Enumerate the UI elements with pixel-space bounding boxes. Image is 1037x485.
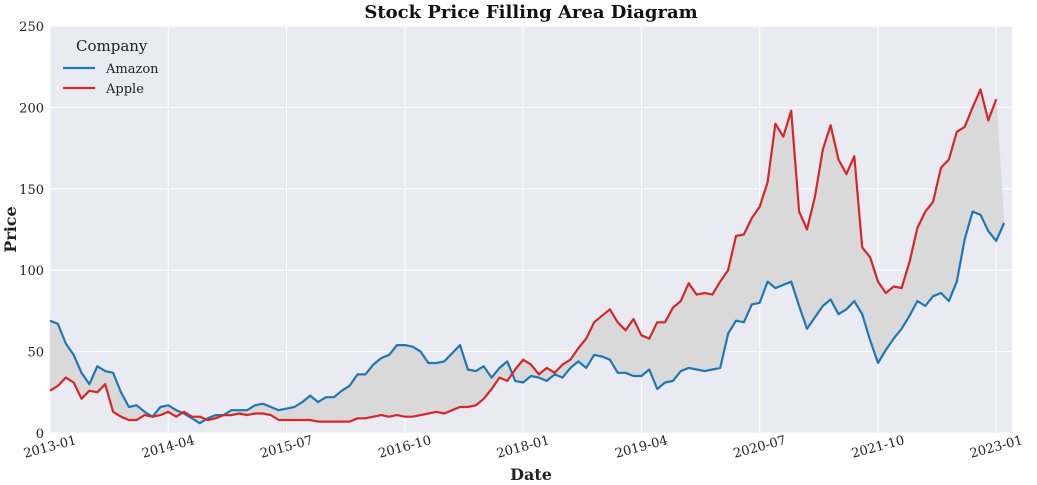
x-tick-label: 2023-01 bbox=[968, 433, 1024, 461]
x-tick-label: 2020-07 bbox=[732, 433, 788, 461]
y-tick-label: 50 bbox=[27, 346, 44, 361]
legend-label-apple: Apple bbox=[105, 82, 144, 97]
chart-title: Stock Price Filling Area Diagram bbox=[364, 2, 697, 23]
legend-items: Amazon Apple bbox=[63, 62, 159, 97]
x-tick-label: 2015-07 bbox=[259, 433, 315, 461]
y-tick-label: 200 bbox=[19, 101, 44, 116]
legend: Company Amazon Apple bbox=[63, 37, 159, 97]
x-tick-labels: 2013-01 2014-04 2015-07 2016-10 2018-01 2019-… bbox=[22, 433, 1024, 461]
x-tick-label: 2014-04 bbox=[140, 433, 196, 461]
series-line-apple bbox=[49, 88, 998, 423]
y-tick-label: 150 bbox=[19, 183, 44, 198]
y-tick-labels: 0 50 100 150 200 250 bbox=[19, 20, 44, 442]
x-axis-title: Date bbox=[510, 465, 552, 484]
x-tick-label: 2016-10 bbox=[377, 433, 433, 461]
y-tick-label: 0 bbox=[36, 427, 44, 442]
legend-title: Company bbox=[76, 37, 148, 55]
x-tick-label: 2013-01 bbox=[22, 433, 78, 461]
legend-label-amazon: Amazon bbox=[105, 62, 159, 77]
y-tick-label: 250 bbox=[19, 20, 44, 35]
x-tick-label: 2018-01 bbox=[495, 433, 551, 461]
series-lines bbox=[49, 88, 1006, 425]
y-tick-label: 100 bbox=[19, 264, 44, 279]
y-axis-title: Price bbox=[1, 206, 20, 252]
series-line-amazon bbox=[49, 210, 1006, 425]
x-tick-label: 2019-04 bbox=[613, 433, 669, 461]
x-tick-label: 2021-10 bbox=[850, 433, 906, 461]
